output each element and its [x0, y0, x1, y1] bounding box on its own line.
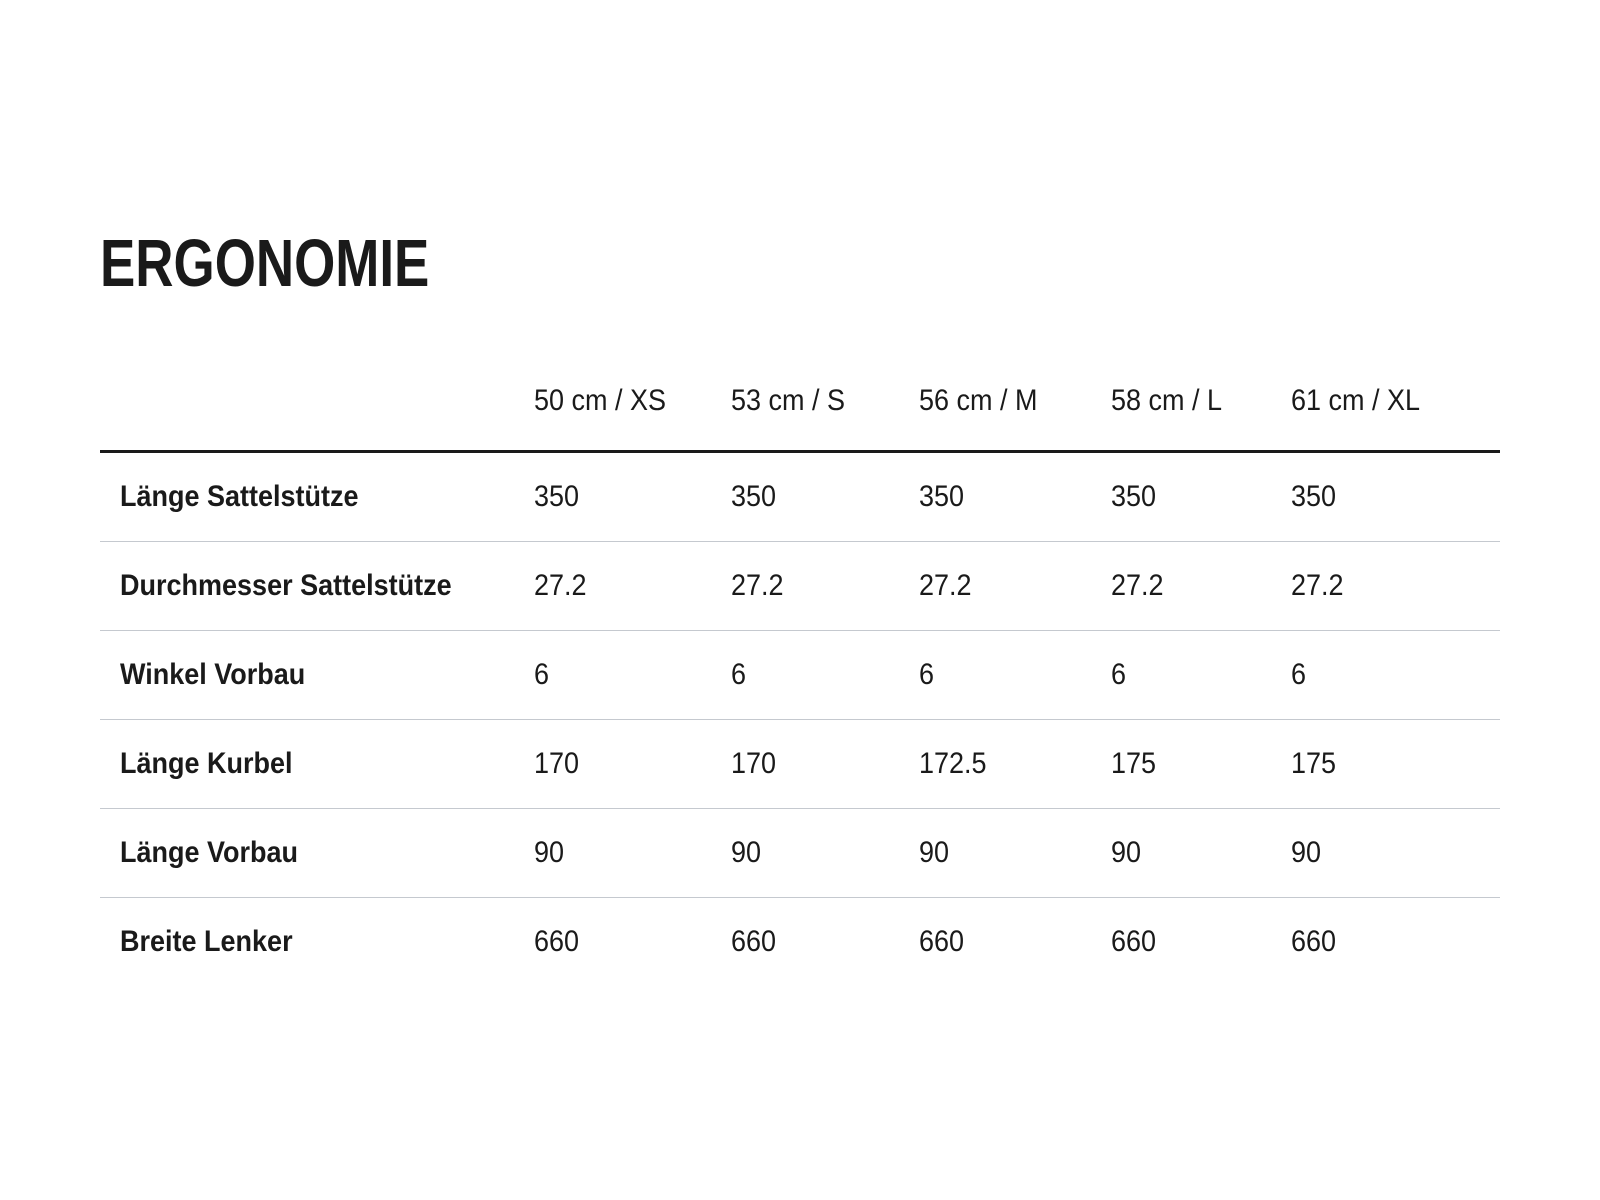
cell: 175	[1111, 719, 1291, 809]
row-label: Breite Lenker	[120, 925, 293, 958]
cell: 350	[534, 451, 731, 542]
cell: 6	[731, 630, 919, 720]
cell: 170	[731, 719, 919, 809]
cell: 90	[731, 808, 919, 898]
column-header-label: 58 cm / L	[1111, 384, 1223, 417]
cell: 90	[919, 808, 1111, 898]
cell: 350	[1111, 451, 1291, 542]
cell: 27.2	[1111, 541, 1291, 631]
cell: 90	[1291, 808, 1500, 898]
cell: 27.2	[731, 541, 919, 631]
table-row-stem-angle: Winkel Vorbau 6 6 6 6 6	[100, 630, 1500, 720]
column-header-size-xl: 61 cm / XL	[1291, 297, 1500, 453]
ergonomics-table: 50 cm / XS 53 cm / S 56 cm / M 58 cm / L…	[100, 297, 1500, 986]
page-title: ERGONOMIE	[100, 226, 430, 301]
column-header-label: 50 cm / XS	[534, 384, 667, 417]
cell: 660	[731, 925, 777, 958]
column-header-size-m: 56 cm / M	[919, 297, 1111, 453]
cell: 6	[919, 630, 1111, 720]
cell: 350	[731, 451, 919, 542]
cell: 660	[1291, 925, 1337, 958]
column-header-label: 61 cm / XL	[1291, 384, 1421, 417]
table-header-row: 50 cm / XS 53 cm / S 56 cm / M 58 cm / L…	[100, 297, 1500, 453]
cell: 350	[919, 451, 1111, 542]
column-header-size-l: 58 cm / L	[1111, 297, 1291, 453]
header-spacer-cell	[100, 297, 534, 453]
row-label: Länge Vorbau	[100, 808, 534, 898]
cell: 660	[919, 925, 965, 958]
table-row-seatpost-diameter: Durchmesser Sattelstütze 27.2 27.2 27.2 …	[100, 541, 1500, 631]
table-row-stem-length: Länge Vorbau 90 90 90 90 90	[100, 808, 1500, 898]
column-header-label: 53 cm / S	[731, 384, 846, 417]
column-header-label: 56 cm / M	[919, 384, 1038, 417]
cell: 27.2	[919, 541, 1111, 631]
row-label: Länge Sattelstütze	[100, 451, 534, 542]
table-row-crank-length: Länge Kurbel 170 170 172.5 175 175	[100, 719, 1500, 809]
cell: 27.2	[1291, 541, 1500, 631]
cell: 175	[1291, 719, 1500, 809]
table-row-handlebar-width: Breite Lenker 660 660 660 660 660	[100, 898, 1500, 987]
column-header-size-s: 53 cm / S	[731, 297, 919, 453]
row-label: Winkel Vorbau	[100, 630, 534, 720]
cell: 6	[534, 630, 731, 720]
row-label: Länge Kurbel	[100, 719, 534, 809]
cell: 90	[534, 808, 731, 898]
row-label: Durchmesser Sattelstütze	[100, 541, 534, 631]
column-header-size-xs: 50 cm / XS	[534, 297, 731, 453]
cell: 172.5	[919, 719, 1111, 809]
cell: 27.2	[534, 541, 731, 631]
cell: 660	[1111, 925, 1157, 958]
table-row-seatpost-length: Länge Sattelstütze 350 350 350 350 350	[100, 451, 1500, 542]
cell: 6	[1291, 630, 1500, 720]
cell: 6	[1111, 630, 1291, 720]
cell: 90	[1111, 808, 1291, 898]
cell: 660	[534, 925, 580, 958]
cell: 170	[534, 719, 731, 809]
cell: 350	[1291, 451, 1500, 542]
